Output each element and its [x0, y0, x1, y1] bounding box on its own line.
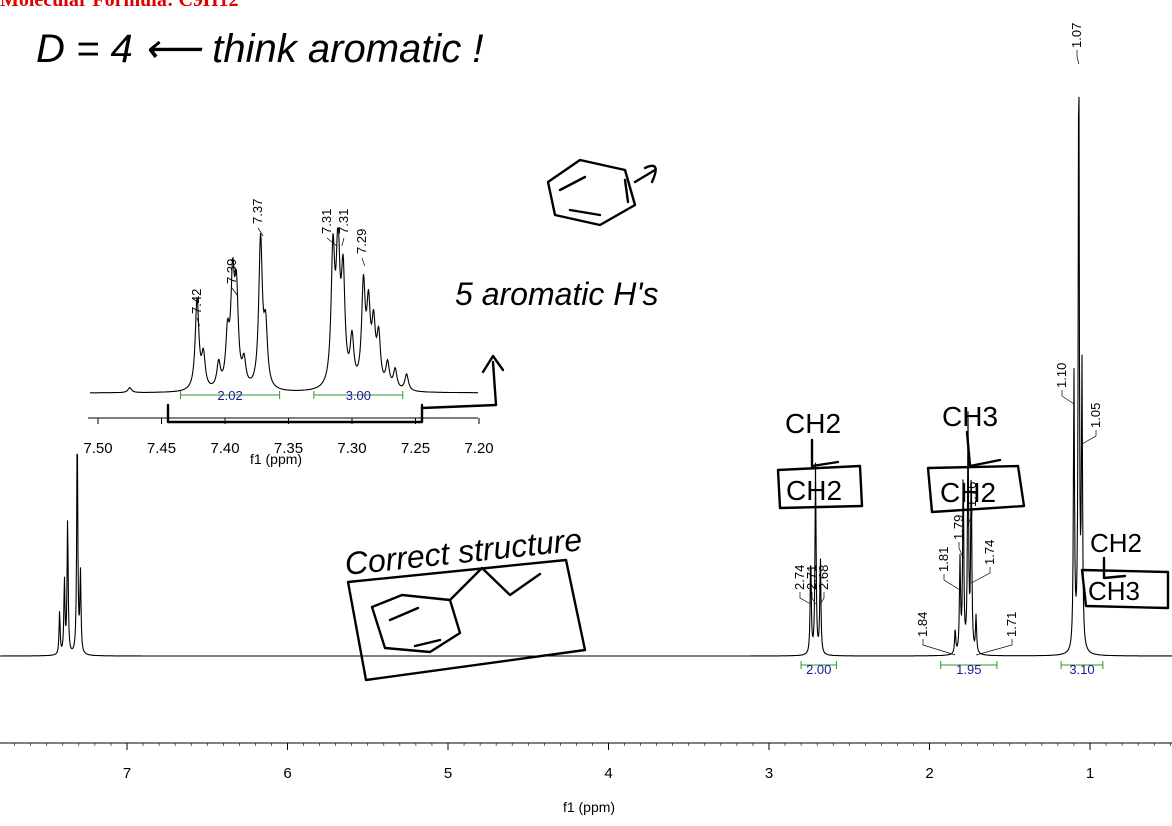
peak-label: 1.74 — [982, 540, 997, 565]
peak-label: 7.39 — [224, 259, 239, 284]
inset-tick-label: 7.50 — [83, 440, 112, 457]
peak-leader — [811, 592, 816, 605]
peak-leader — [975, 639, 1013, 656]
main-integrals: 2.00 1.95 3.10 — [800, 661, 1104, 677]
integral-value: 3.10 — [1069, 662, 1094, 677]
main-peak-labels: 2.742.712.68 1.84 1.811.79 1.76 1.74 1.71 1.10… — [792, 23, 1103, 656]
inset-peak-labels: 7.427.397.37 7.31 7.317.29 — [189, 199, 369, 327]
inset-bracket — [166, 403, 424, 424]
peak-label: 7.29 — [354, 229, 369, 254]
main-tick-label: 6 — [283, 765, 291, 782]
ch3-label-right-box: CH3 — [1088, 576, 1140, 606]
peak-label: 7.31 — [336, 209, 351, 234]
peak-label: 2.68 — [816, 565, 831, 590]
peak-label: 1.07 — [1069, 23, 1084, 48]
peak-leader — [922, 639, 956, 656]
inset-peak-leader — [196, 317, 200, 327]
inset-peak-leader — [361, 257, 366, 267]
peak-label: 7.37 — [250, 199, 265, 224]
inset-arrow-head — [481, 354, 505, 374]
main-tick-label: 4 — [604, 765, 612, 782]
inset-peak-leader — [257, 227, 264, 237]
inset-peak-leader — [231, 287, 238, 297]
inset-integral-value: 3.00 — [346, 388, 371, 403]
peak-label: 1.79 — [951, 515, 966, 540]
structure-box — [346, 558, 587, 682]
ch3-label-top: CH3 — [942, 401, 998, 432]
integral-value: 1.95 — [956, 662, 981, 677]
ch2-label-box: CH2 — [786, 475, 842, 506]
main-xlabel: f1 (ppm) — [563, 799, 615, 815]
inset-tick-label: 7.35 — [274, 440, 303, 457]
inset-arrow — [420, 360, 498, 410]
main-tick-label: 2 — [925, 765, 933, 782]
inset-tick-label: 7.30 — [337, 440, 366, 457]
peak-label: 1.71 — [1004, 612, 1019, 637]
peak-label: 7.31 — [319, 209, 334, 234]
inset-trace — [90, 227, 478, 394]
main-tick-label: 5 — [444, 765, 452, 782]
peak-label: 1.81 — [936, 547, 951, 572]
main-tick-label: 7 — [123, 765, 131, 782]
integral-value: 2.00 — [806, 662, 831, 677]
peak-label: 1.76 — [964, 482, 979, 507]
inset-tick-label: 7.40 — [210, 440, 239, 457]
peak-leader — [820, 592, 825, 605]
peak-label: 1.05 — [1088, 403, 1103, 428]
ch2-label-right: CH2 — [1090, 528, 1142, 558]
degrees-note: D = 4 ⟵ think aromatic ! — [36, 27, 484, 71]
peak-leader — [799, 592, 811, 605]
inset-aromatic-expansion: 7.50 7.45 7.40 7.35 7.30 7.25 7.20 f1 (ppm) 2.… — [83, 199, 493, 467]
peak-leader — [958, 542, 964, 559]
benzene-sketch-icon — [546, 158, 657, 227]
ch2-annotation-benzylic: CH2 CH2 — [776, 408, 864, 510]
inset-peak-leader — [326, 237, 337, 247]
peak-leader — [943, 574, 961, 591]
ch3-annotation-middle: CH3 CH2 — [926, 401, 1026, 514]
inset-xlabel: f1 (ppm) — [250, 451, 302, 467]
inset-tick-label: 7.25 — [401, 440, 430, 457]
correct-structure-note: Correct structure — [343, 521, 584, 582]
methyl-annotation: CH2 CH3 — [1080, 528, 1170, 610]
inset-integrals: 2.02 3.00 — [180, 388, 404, 403]
peak-label: 1.10 — [1054, 363, 1069, 388]
inset-tick-label: 7.45 — [147, 440, 176, 457]
main-tick-group: 7 6 5 4 3 2 1 — [14, 743, 1171, 782]
peak-leader — [1081, 430, 1097, 445]
ch2-label-middle-box: CH2 — [940, 477, 996, 508]
page-title: Molecular Formula: C9H12 — [0, 0, 239, 11]
spectrum-trace — [0, 96, 1172, 657]
peak-leader — [1076, 50, 1080, 65]
peak-leader — [971, 567, 991, 584]
main-tick-label: 3 — [765, 765, 773, 782]
peak-label: 2.71 — [804, 565, 819, 590]
peak-leader — [967, 509, 973, 526]
inset-tick-label: 7.20 — [464, 440, 493, 457]
peak-label: 2.74 — [792, 565, 807, 590]
main-tick-label: 1 — [1086, 765, 1094, 782]
handwritten-annotations: D = 4 ⟵ think aromatic ! 5 aromatic H's … — [36, 27, 1170, 682]
peak-label: 7.42 — [189, 289, 204, 314]
aromatic-note: 5 aromatic H's — [455, 276, 659, 312]
peak-label: 1.84 — [915, 612, 930, 637]
inset-integral-value: 2.02 — [217, 388, 242, 403]
inset-peak-leader — [341, 237, 345, 247]
ch2-label-top: CH2 — [785, 408, 841, 439]
peak-leader — [1061, 390, 1075, 405]
inset-tick-group: 7.50 7.45 7.40 7.35 7.30 7.25 7.20 — [83, 418, 494, 457]
